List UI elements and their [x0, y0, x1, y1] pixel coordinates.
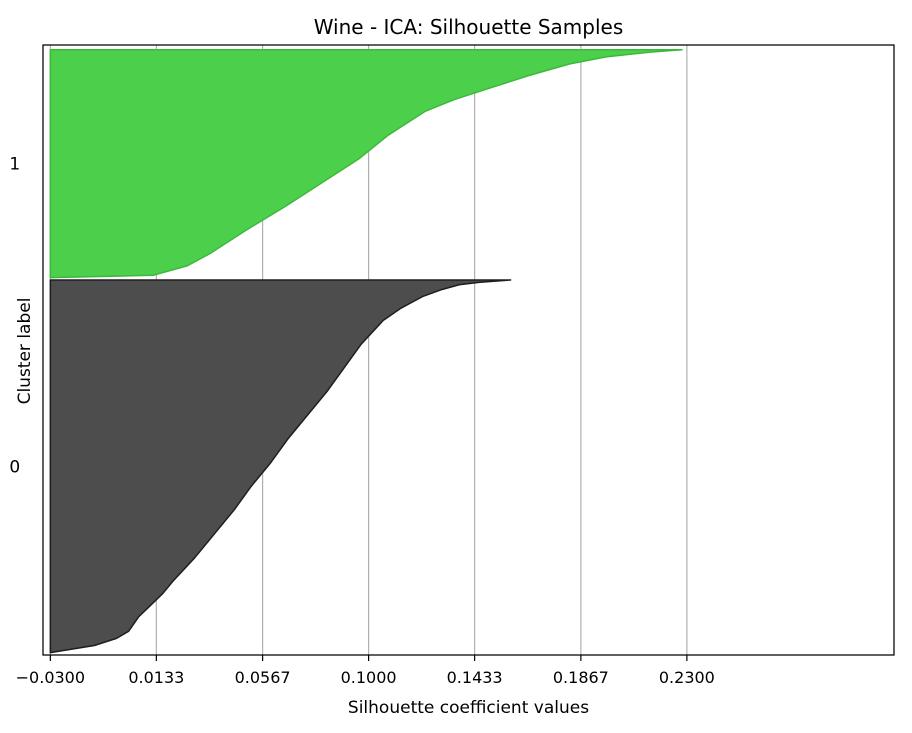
plot-frame: [42, 44, 895, 656]
silhouette-clusters: [49, 49, 683, 654]
cluster-0-silhouette: [49, 279, 512, 654]
x-tick-label: −0.0300: [16, 668, 85, 687]
y-axis-label: Cluster label: [15, 298, 35, 405]
cluster-label: 0: [9, 457, 20, 477]
x-axis-ticks: −0.0300 0.0133 0.0567 0.1000 0.1433 0.1867 0.2…: [16, 655, 715, 687]
x-axis-label: Silhouette coefficient values: [348, 698, 589, 718]
cluster-labels: 01: [9, 155, 20, 478]
x-tick-label: 0.1867: [553, 668, 609, 687]
chart-title: Wine - ICA: Silhouette Samples: [314, 15, 624, 39]
x-tick-label: 0.0567: [235, 668, 291, 687]
x-tick-label: 0.2300: [659, 668, 715, 687]
cluster-label: 1: [9, 155, 20, 175]
x-tick-label: 0.1000: [341, 668, 397, 687]
cluster-1-silhouette: [49, 49, 683, 279]
x-tick-label: 0.0133: [128, 668, 184, 687]
x-tick-label: 0.1433: [447, 668, 503, 687]
